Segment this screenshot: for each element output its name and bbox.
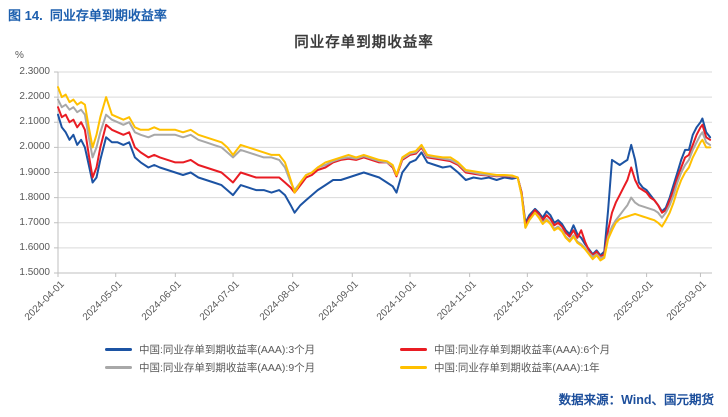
y-axis-label: 2.1000 [19, 116, 50, 128]
legend-item-6m: 中国:同业存单到期收益率(AAA):6个月 [400, 343, 728, 356]
legend-line-swatch [105, 348, 132, 351]
y-axis-label: 2.2000 [19, 91, 50, 103]
series-line-3m [57, 113, 712, 257]
chart-legend: 中国:同业存单到期收益率(AAA):3个月 中国:同业存单到期收益率(AAA):6… [0, 343, 728, 374]
legend-line-swatch [400, 348, 427, 351]
legend-line-swatch [105, 366, 132, 369]
chart-plot-area [54, 71, 712, 277]
y-axis-label: 1.6000 [19, 241, 50, 253]
y-axis-label: 1.7000 [19, 216, 50, 228]
y-axis-label: 2.3000 [19, 66, 50, 77]
data-source-note: 数据来源：Wind、国元期货 [558, 393, 714, 407]
legend-label: 中国:同业存单到期收益率(AAA):9个月 [139, 362, 316, 374]
legend-label: 中国:同业存单到期收益率(AAA):3个月 [139, 344, 316, 356]
y-axis-label: 1.9000 [19, 166, 50, 178]
legend-label: 中国:同业存单到期收益率(AAA):1年 [434, 362, 600, 374]
y-axis-label: 1.8000 [19, 191, 50, 203]
legend-grid: 中国:同业存单到期收益率(AAA):3个月 中国:同业存单到期收益率(AAA):6… [0, 343, 728, 374]
legend-item-9m: 中国:同业存单到期收益率(AAA):9个月 [105, 361, 400, 374]
y-axis-label: 1.5000 [19, 267, 50, 278]
series-line-6m [57, 106, 712, 258]
legend-line-swatch [400, 366, 427, 369]
legend-label: 中国:同业存单到期收益率(AAA):6个月 [434, 344, 611, 356]
legend-item-3m: 中国:同业存单到期收益率(AAA):3个月 [105, 343, 400, 356]
legend-item-1y: 中国:同业存单到期收益率(AAA):1年 [400, 361, 728, 374]
figure-caption: 图 14. 同业存单到期收益率 [8, 8, 167, 23]
series-line-9m [57, 98, 712, 259]
y-axis-label: 2.0000 [19, 141, 50, 153]
y-axis-unit-label: % [15, 50, 24, 61]
series-line-1y [57, 86, 712, 262]
chart-title: 同业存单到期收益率 [294, 35, 434, 51]
